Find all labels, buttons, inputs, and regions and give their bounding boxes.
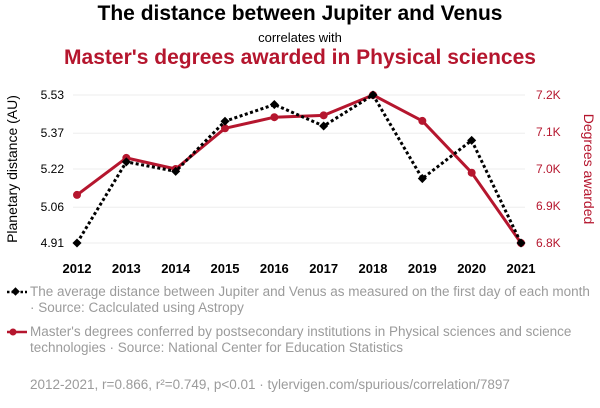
legend-text-distance: The average distance between Jupiter and… (30, 284, 590, 315)
series-degrees-point (319, 111, 328, 120)
legend-item-degrees: Master's degrees conferred by postsecond… (6, 324, 592, 356)
y-left-tick-label: 5.22 (41, 162, 65, 176)
series-distance-point (467, 135, 477, 145)
series-distance-point (319, 121, 329, 131)
series-distance-point (72, 238, 82, 248)
legend-item-distance: The average distance between Jupiter and… (6, 284, 592, 316)
x-tick-label: 2020 (457, 261, 486, 276)
y-right-tick-label: 7.0K (536, 162, 561, 176)
line-chart: 4.91 5.06 5.22 5.37 5.53 6.8K 6.9K 7.0K 7.1K 7.2K… (4, 88, 597, 276)
y-left-tick-label: 5.53 (41, 88, 65, 102)
chart-connector: correlates with (258, 30, 342, 45)
series-degrees-point (467, 168, 476, 177)
series-degrees-point (270, 113, 279, 122)
y-right-tick-label: 6.9K (536, 199, 561, 213)
y-left-tick-label: 4.91 (41, 236, 65, 250)
series-distance-point (368, 90, 378, 100)
grid-lines (73, 94, 525, 244)
y-left-tick-label: 5.37 (41, 126, 65, 140)
series-degrees-point (73, 190, 81, 199)
y-right-tick-label: 7.2K (536, 88, 561, 102)
x-tick-label: 2012 (63, 261, 92, 276)
legend-swatch-distance (7, 287, 27, 296)
series-distance-point (269, 100, 279, 110)
series-layer (72, 90, 526, 248)
axes: 4.91 5.06 5.22 5.37 5.53 6.8K 6.9K 7.0K 7.1K 7.2K… (4, 88, 597, 276)
series-degrees-point (221, 124, 229, 133)
y-left-axis-title: Planetary distance (AU) (4, 95, 20, 243)
x-tick-label: 2016 (260, 261, 289, 276)
x-tick-label: 2018 (359, 261, 388, 276)
x-tick-label: 2014 (161, 261, 191, 276)
x-tick-label: 2021 (507, 261, 536, 276)
series-degrees-line (76, 93, 523, 244)
chart-subtitle: Master's degrees awarded in Physical sci… (64, 46, 536, 69)
y-right-axis-title: Degrees awarded (581, 114, 597, 225)
x-tick-label: 2015 (211, 261, 240, 276)
series-distance-point (121, 157, 131, 167)
y-right-tick-label: 7.1K (536, 125, 561, 139)
series-degrees-point (418, 116, 427, 125)
x-tick-label: 2019 (408, 261, 437, 276)
chart-title: The distance between Jupiter and Venus (97, 2, 503, 25)
x-tick-label: 2017 (309, 261, 338, 276)
x-tick-label: 2013 (112, 261, 141, 276)
series-distance-point (220, 116, 230, 126)
legend-text-degrees: Master's degrees conferred by postsecond… (30, 324, 572, 355)
y-left-tick-label: 5.06 (41, 200, 65, 214)
legend-swatch-degrees (7, 328, 27, 336)
y-right-tick-label: 6.8K (536, 236, 561, 250)
series-distance-line (75, 92, 523, 244)
footer-stats: 2012-2021, r=0.866, r²=0.749, p<0.01 · t… (30, 377, 510, 392)
